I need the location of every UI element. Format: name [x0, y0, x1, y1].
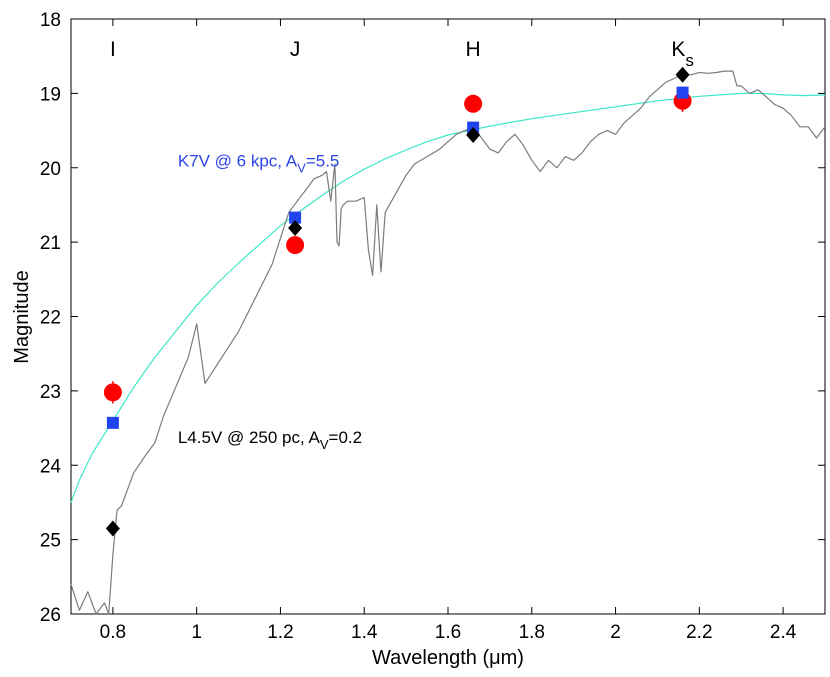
y-tick-label: 26 [40, 605, 61, 626]
annotation-k7v: K7V @ 6 kpc, AV=5.5 [178, 151, 340, 175]
blue-point [676, 86, 689, 99]
band-label-0: I [110, 38, 116, 61]
x-tick-label: 1.6 [435, 622, 461, 643]
x-tick-label: 1.8 [519, 622, 545, 643]
band-label-3: Ks [671, 38, 694, 70]
y-tick-label: 25 [40, 531, 61, 552]
red-point [103, 383, 122, 402]
y-tick-label: 21 [40, 233, 61, 254]
x-tick-label: 2 [610, 622, 621, 643]
x-tick-label: 2.2 [686, 622, 712, 643]
y-tick-label: 20 [40, 159, 61, 180]
red-point [464, 94, 483, 113]
blue-point [106, 416, 119, 429]
x-axis: 0.8 1 1.2 1.4 1.6 1.8 2 2.2 2.4 [100, 19, 797, 643]
black-point [466, 127, 481, 144]
black-point [288, 219, 303, 236]
x-tick-label: 1.2 [267, 622, 293, 643]
black-point [105, 520, 120, 537]
y-tick-label: 23 [40, 382, 61, 403]
x-axis-title: Wavelength (μm) [372, 647, 524, 669]
y-tick-label: 18 [40, 10, 61, 31]
black-point [675, 66, 690, 83]
x-tick-label: 0.8 [100, 622, 126, 643]
x-tick-label: 2.4 [770, 622, 797, 643]
blue-point [289, 211, 302, 224]
y-tick-label: 24 [40, 456, 62, 477]
y-tick-label: 22 [40, 308, 61, 329]
y-axis: 18 19 20 21 22 23 24 25 26 [40, 10, 825, 626]
annotation-l45v: L4.5V @ 250 pc, AV=0.2 [178, 428, 362, 452]
annotations: K7V @ 6 kpc, AV=5.5 L4.5V @ 250 pc, AV=0.… [178, 151, 362, 452]
x-tick-label: 1 [191, 622, 202, 643]
band-label-2: H [466, 38, 481, 61]
band-label-1: J [290, 38, 301, 61]
y-tick-label: 19 [40, 84, 61, 105]
series-line-1 [70, 70, 826, 615]
band-labels: I J H Ks [110, 38, 694, 70]
y-axis-title: Magnitude [11, 270, 33, 363]
photometry-layer [103, 66, 692, 537]
series-line-0 [70, 92, 826, 503]
plot-frame [70, 18, 826, 615]
x-tick-label: 1.4 [351, 622, 378, 643]
red-point [286, 236, 305, 255]
spectra-layer [70, 70, 826, 615]
